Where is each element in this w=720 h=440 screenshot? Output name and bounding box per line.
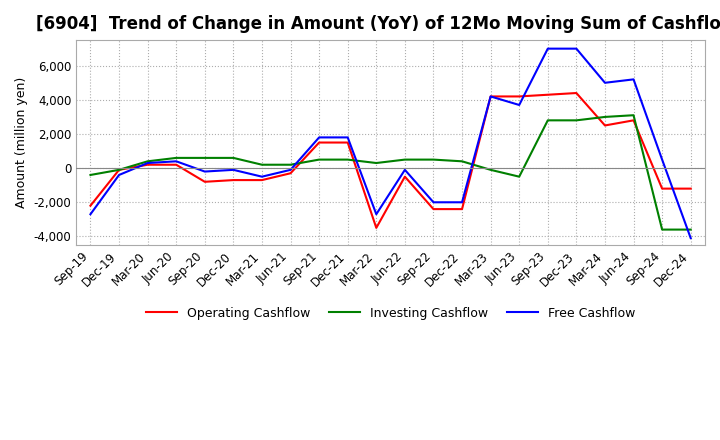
- Free Cashflow: [600, 80, 609, 85]
- Investing Cashflow: [343, 157, 352, 162]
- Operating Cashflow: [229, 177, 238, 183]
- Free Cashflow: [258, 174, 266, 180]
- Free Cashflow: [172, 159, 181, 164]
- Line: Free Cashflow: Free Cashflow: [91, 49, 690, 238]
- Operating Cashflow: [458, 206, 467, 212]
- Investing Cashflow: [486, 167, 495, 172]
- Investing Cashflow: [458, 159, 467, 164]
- Free Cashflow: [229, 167, 238, 172]
- Operating Cashflow: [429, 206, 438, 212]
- Free Cashflow: [658, 157, 667, 162]
- Operating Cashflow: [544, 92, 552, 97]
- Investing Cashflow: [143, 159, 152, 164]
- Free Cashflow: [114, 172, 123, 178]
- Investing Cashflow: [658, 227, 667, 232]
- Investing Cashflow: [400, 157, 409, 162]
- Operating Cashflow: [343, 140, 352, 145]
- Investing Cashflow: [372, 160, 381, 165]
- Investing Cashflow: [600, 114, 609, 120]
- Investing Cashflow: [287, 162, 295, 167]
- Free Cashflow: [629, 77, 638, 82]
- Investing Cashflow: [572, 118, 581, 123]
- Operating Cashflow: [486, 94, 495, 99]
- Operating Cashflow: [315, 140, 323, 145]
- Free Cashflow: [86, 212, 95, 217]
- Operating Cashflow: [515, 94, 523, 99]
- Line: Investing Cashflow: Investing Cashflow: [91, 115, 690, 230]
- Operating Cashflow: [629, 118, 638, 123]
- Free Cashflow: [315, 135, 323, 140]
- Operating Cashflow: [372, 225, 381, 231]
- Free Cashflow: [372, 212, 381, 217]
- Operating Cashflow: [600, 123, 609, 128]
- Free Cashflow: [686, 235, 695, 241]
- Free Cashflow: [400, 167, 409, 172]
- Operating Cashflow: [143, 162, 152, 167]
- Free Cashflow: [486, 94, 495, 99]
- Free Cashflow: [544, 46, 552, 51]
- Investing Cashflow: [686, 227, 695, 232]
- Investing Cashflow: [86, 172, 95, 178]
- Title: [6904]  Trend of Change in Amount (YoY) of 12Mo Moving Sum of Cashflows: [6904] Trend of Change in Amount (YoY) o…: [35, 15, 720, 33]
- Free Cashflow: [572, 46, 581, 51]
- Investing Cashflow: [315, 157, 323, 162]
- Operating Cashflow: [686, 186, 695, 191]
- Operating Cashflow: [86, 203, 95, 208]
- Operating Cashflow: [258, 177, 266, 183]
- Operating Cashflow: [114, 167, 123, 172]
- Free Cashflow: [515, 103, 523, 108]
- Investing Cashflow: [172, 155, 181, 161]
- Operating Cashflow: [200, 179, 209, 184]
- Free Cashflow: [458, 200, 467, 205]
- Investing Cashflow: [429, 157, 438, 162]
- Operating Cashflow: [658, 186, 667, 191]
- Investing Cashflow: [544, 118, 552, 123]
- Free Cashflow: [287, 167, 295, 172]
- Operating Cashflow: [287, 171, 295, 176]
- Operating Cashflow: [572, 90, 581, 95]
- Y-axis label: Amount (million yen): Amount (million yen): [15, 77, 28, 208]
- Line: Operating Cashflow: Operating Cashflow: [91, 93, 690, 228]
- Free Cashflow: [200, 169, 209, 174]
- Investing Cashflow: [629, 113, 638, 118]
- Free Cashflow: [343, 135, 352, 140]
- Investing Cashflow: [258, 162, 266, 167]
- Free Cashflow: [429, 200, 438, 205]
- Legend: Operating Cashflow, Investing Cashflow, Free Cashflow: Operating Cashflow, Investing Cashflow, …: [140, 302, 641, 325]
- Investing Cashflow: [515, 174, 523, 180]
- Investing Cashflow: [114, 167, 123, 172]
- Investing Cashflow: [200, 155, 209, 161]
- Operating Cashflow: [172, 162, 181, 167]
- Operating Cashflow: [400, 174, 409, 180]
- Investing Cashflow: [229, 155, 238, 161]
- Free Cashflow: [143, 160, 152, 165]
